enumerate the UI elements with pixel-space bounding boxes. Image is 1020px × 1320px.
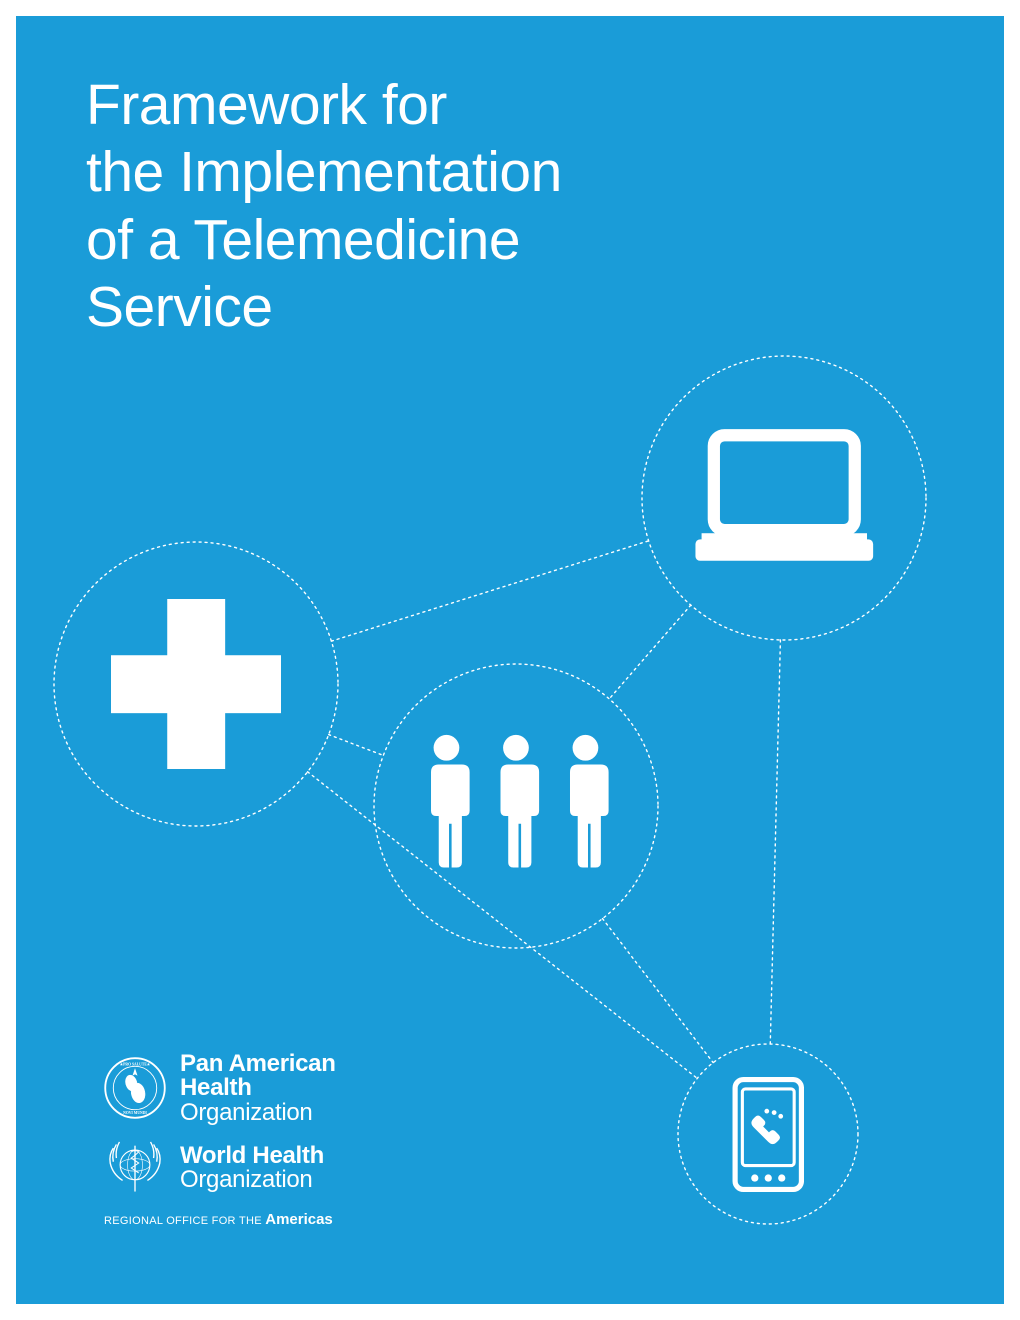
paho-line: Pan American	[180, 1050, 336, 1077]
regional-prefix: REGIONAL OFFICE FOR THE	[104, 1215, 262, 1227]
org-logos: ★PRO SALUTE★ NOVI MUNDI Pan American Hea…	[104, 1052, 336, 1228]
paho-line: Organization	[180, 1099, 312, 1126]
svg-text:★PRO SALUTE★: ★PRO SALUTE★	[120, 1062, 151, 1067]
who-text: World Health Organization	[180, 1144, 324, 1193]
people-icon	[374, 664, 658, 948]
regional-region: Americas	[265, 1211, 333, 1228]
regional-office-label: REGIONAL OFFICE FOR THE Americas	[104, 1211, 336, 1228]
paho-emblem-icon: ★PRO SALUTE★ NOVI MUNDI	[104, 1057, 166, 1119]
paho-line: Health	[180, 1074, 252, 1101]
who-line: World Health	[180, 1142, 324, 1169]
paho-text: Pan American Health Organization	[180, 1052, 336, 1125]
who-emblem-icon	[104, 1137, 166, 1199]
smartphone-icon	[678, 1044, 858, 1224]
laptop-icon	[642, 356, 926, 640]
medical-cross-icon	[54, 542, 338, 826]
svg-text:NOVI MUNDI: NOVI MUNDI	[123, 1111, 147, 1115]
who-line: Organization	[180, 1166, 312, 1193]
who-logo: World Health Organization	[104, 1137, 336, 1199]
paho-logo: ★PRO SALUTE★ NOVI MUNDI Pan American Hea…	[104, 1052, 336, 1125]
